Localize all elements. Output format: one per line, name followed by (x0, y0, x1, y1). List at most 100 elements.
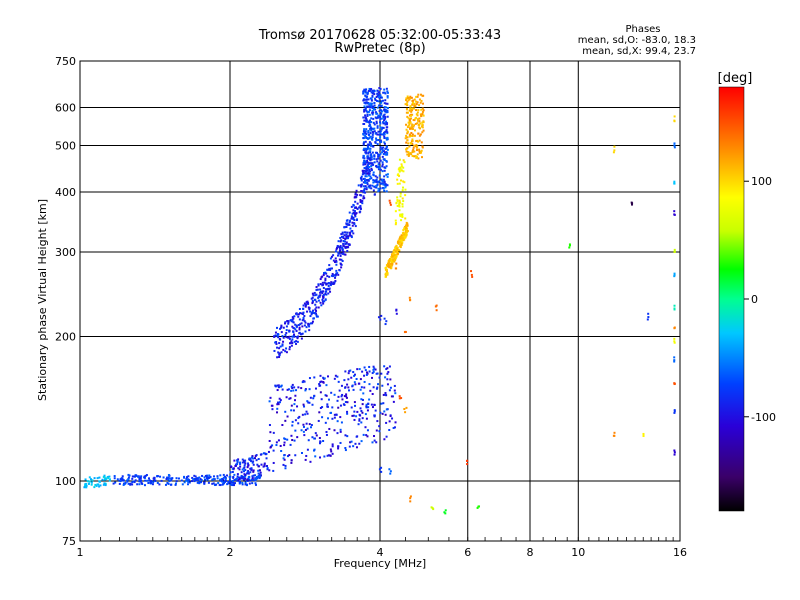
data-point (312, 397, 315, 400)
data-point (385, 320, 388, 323)
data-point (380, 117, 383, 120)
y-tick-label: 300 (55, 246, 76, 259)
data-point (403, 236, 406, 239)
data-point (406, 139, 409, 142)
data-point (236, 463, 239, 466)
data-point (382, 187, 385, 190)
data-point (403, 233, 406, 236)
data-point (673, 356, 676, 359)
data-point (364, 185, 367, 188)
data-point (139, 477, 142, 480)
data-point (365, 373, 368, 376)
data-point (390, 395, 393, 398)
data-point (396, 252, 399, 255)
data-point (358, 206, 361, 209)
data-point (414, 145, 417, 148)
data-point (353, 374, 356, 377)
data-point (391, 417, 394, 420)
data-point (341, 232, 344, 235)
data-point (353, 206, 356, 209)
data-point (381, 155, 384, 158)
data-point (401, 241, 404, 244)
data-point (369, 132, 372, 135)
data-point (386, 109, 389, 112)
data-point (413, 129, 416, 132)
data-point (362, 99, 365, 102)
data-point (294, 454, 297, 457)
data-point (431, 507, 434, 510)
data-point (407, 99, 410, 102)
data-point (358, 382, 361, 385)
data-point (381, 165, 384, 168)
data-point (318, 383, 321, 386)
data-point (411, 138, 414, 141)
data-point (339, 428, 342, 431)
data-point (302, 425, 305, 428)
data-point (393, 384, 396, 387)
data-point (375, 112, 378, 115)
data-point (377, 153, 380, 156)
data-point (263, 465, 266, 468)
data-point (419, 133, 422, 136)
data-point (235, 463, 238, 466)
data-point (363, 197, 366, 200)
data-point (353, 210, 356, 213)
data-point (347, 223, 350, 226)
data-point (194, 477, 197, 480)
data-point (331, 445, 334, 448)
data-point (360, 190, 363, 193)
data-point (386, 123, 389, 126)
data-point (383, 122, 386, 125)
data-point (329, 284, 332, 287)
data-point (168, 479, 171, 482)
data-point (314, 298, 317, 301)
data-point (370, 154, 373, 157)
data-point (365, 417, 368, 420)
data-point (203, 476, 206, 479)
data-point (392, 250, 395, 253)
data-point (408, 296, 411, 299)
data-point (293, 315, 296, 318)
data-point (395, 249, 398, 252)
data-point (192, 478, 195, 481)
data-point (389, 264, 392, 267)
data-point (366, 105, 369, 108)
data-point (346, 219, 349, 222)
data-point (415, 103, 418, 106)
data-point (278, 354, 281, 357)
data-point (374, 368, 377, 371)
data-point (374, 409, 377, 412)
data-point (382, 393, 385, 396)
data-point (350, 376, 353, 379)
data-point (367, 131, 370, 134)
data-point (371, 441, 374, 444)
data-point (368, 370, 371, 373)
data-point (158, 483, 161, 486)
data-point (139, 480, 142, 483)
data-point (272, 469, 275, 472)
data-point (386, 148, 389, 151)
data-point (364, 88, 367, 91)
data-point (326, 287, 329, 290)
data-point (329, 267, 332, 270)
data-point (378, 425, 381, 428)
data-point (383, 141, 386, 144)
data-point (343, 240, 346, 243)
data-point (309, 315, 312, 318)
data-point (308, 401, 311, 404)
data-point (251, 461, 254, 464)
data-point (232, 475, 235, 478)
data-point (255, 454, 258, 457)
y-tick-label: 750 (55, 55, 76, 68)
data-point (380, 372, 383, 375)
data-point (238, 482, 241, 485)
data-point (84, 478, 87, 481)
data-point (362, 433, 365, 436)
data-point (354, 442, 357, 445)
data-point (399, 201, 402, 204)
data-point (320, 398, 323, 401)
data-point (362, 177, 365, 180)
data-point (138, 479, 141, 482)
data-point (367, 402, 370, 405)
